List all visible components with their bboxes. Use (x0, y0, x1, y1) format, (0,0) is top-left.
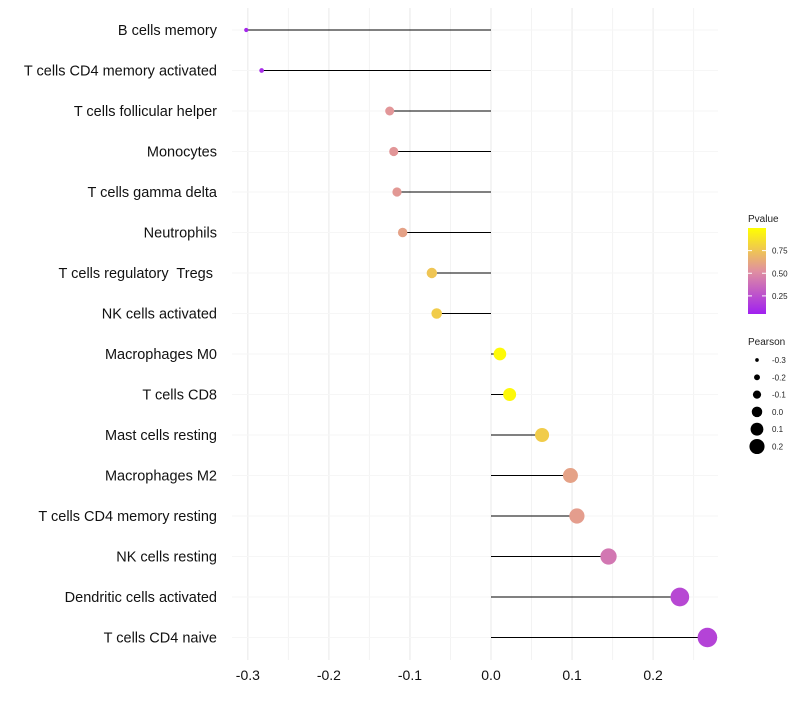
lollipop-point (385, 106, 395, 116)
grid-layer (232, 8, 718, 660)
legend-pearson-dot (755, 358, 759, 362)
legend-pearson-dot (754, 374, 760, 381)
category-label: T cells regulatory Tregs (59, 266, 218, 282)
legend-pearson-label: 0.1 (772, 425, 784, 434)
legend-pvalue-tick-label: 0.50 (772, 269, 788, 278)
legend-pearson-dot (750, 422, 764, 436)
category-label: Mast cells resting (105, 428, 217, 444)
stem-layer (246, 29, 708, 638)
category-label: NK cells resting (116, 550, 217, 566)
lollipop-point (397, 227, 408, 238)
lollipop-point (535, 427, 550, 443)
legend-pearson-items: -0.3 -0.2 -0.1 0.0 0.1 0.2 (749, 356, 786, 455)
legend-pvalue-tick-label: 0.25 (772, 292, 788, 301)
legend-pearson-dot (752, 390, 762, 399)
lollipop-point (503, 388, 517, 401)
lollipop-point (259, 68, 264, 73)
lollipop-point (493, 347, 507, 361)
legend-pearson-label: 0.2 (772, 443, 784, 452)
legend-pearson-label: 0.0 (772, 408, 784, 417)
category-label: Neutrophils (144, 226, 217, 242)
legend-pvalue-title: Pvalue (748, 214, 779, 225)
x-tick-label: -0.1 (398, 667, 422, 683)
legend-pearson-title: Pearson (748, 337, 785, 348)
legend-pvalue-tick-label: 0.75 (772, 247, 788, 256)
category-label: Macrophages M2 (105, 469, 217, 485)
legend-pearson-label: -0.1 (772, 391, 786, 400)
legend-pearson-label: -0.3 (772, 356, 786, 365)
category-label: T cells CD4 naive (104, 631, 217, 647)
category-label: T cells CD8 (142, 388, 217, 404)
x-tick-label: -0.3 (236, 667, 260, 683)
lollipop-point (392, 187, 402, 197)
legend: Pvalue 0.75 0.50 0.25 Pearson -0.3 -0.2 -0.1… (748, 214, 788, 455)
legend-pvalue-ticks: 0.75 0.50 0.25 (748, 247, 788, 301)
x-tick-label: 0.0 (481, 667, 501, 683)
legend-pearson-dot (751, 406, 763, 418)
legend-pearson-label: -0.2 (772, 373, 786, 382)
lollipop-point (562, 467, 578, 484)
lollipop-point (600, 548, 617, 565)
lollipop-point (389, 146, 399, 157)
x-tick-label: 0.1 (562, 667, 582, 683)
category-label: B cells memory (118, 23, 218, 39)
legend-pvalue-colorbar (748, 228, 766, 314)
category-label: T cells follicular helper (74, 104, 217, 120)
category-label: Dendritic cells activated (65, 590, 217, 606)
x-tick-label: 0.2 (643, 667, 663, 683)
category-labels: B cells memory T cells CD4 memory activat… (24, 23, 218, 647)
lollipop-point (431, 308, 442, 319)
legend-pearson-dot (749, 438, 765, 455)
lollipop-point (426, 267, 438, 279)
category-label: T cells CD4 memory resting (38, 509, 217, 525)
category-label: T cells gamma delta (88, 185, 218, 201)
lollipop-point (670, 587, 690, 607)
category-label: Monocytes (147, 145, 217, 161)
category-label: Macrophages M0 (105, 347, 217, 363)
x-axis-ticks: -0.3 -0.2 -0.1 0.0 0.1 0.2 (236, 667, 663, 683)
lollipop-point (244, 27, 249, 33)
lollipop-point (569, 508, 585, 524)
category-label: NK cells activated (102, 307, 217, 323)
lollipop-point (697, 627, 718, 648)
category-label: T cells CD4 memory activated (24, 64, 217, 80)
point-layer (244, 27, 718, 648)
x-tick-label: -0.2 (317, 667, 341, 683)
